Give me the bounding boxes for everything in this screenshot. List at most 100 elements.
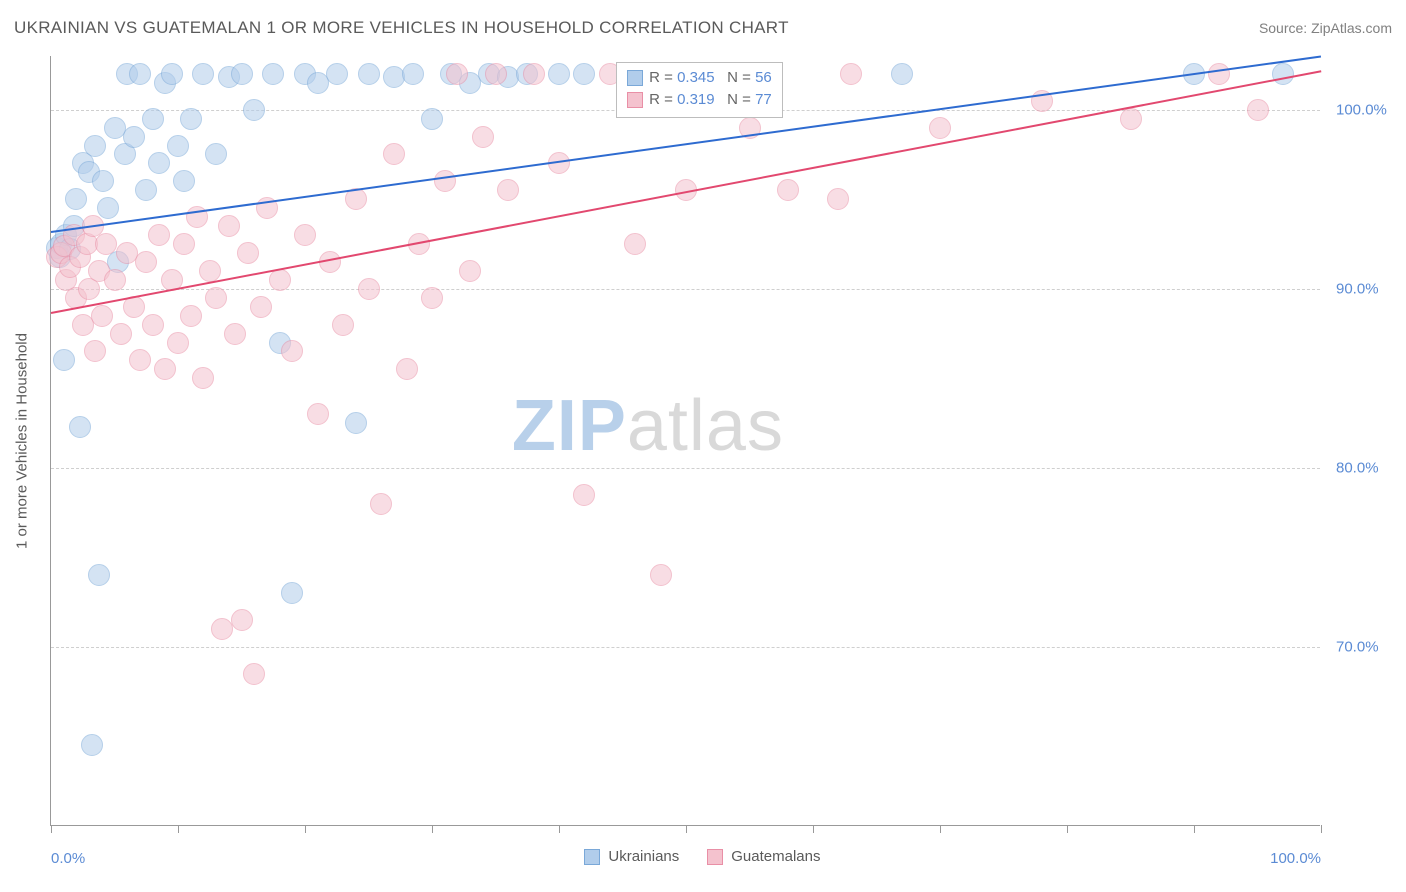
scatter-point <box>281 340 303 362</box>
scatter-point <box>402 63 424 85</box>
scatter-point <box>459 260 481 282</box>
x-tick <box>813 825 814 833</box>
scatter-point <box>81 734 103 756</box>
scatter-point <box>91 305 113 327</box>
scatter-point <box>135 251 157 273</box>
scatter-point <box>95 233 117 255</box>
chart-title: UKRAINIAN VS GUATEMALAN 1 OR MORE VEHICL… <box>14 18 789 38</box>
scatter-point <box>167 135 189 157</box>
watermark-atlas: atlas <box>627 386 784 466</box>
scatter-point <box>243 663 265 685</box>
scatter-point <box>154 358 176 380</box>
x-tick <box>686 825 687 833</box>
x-tick-label: 100.0% <box>1270 850 1321 867</box>
watermark: ZIPatlas <box>512 385 784 467</box>
scatter-point <box>123 126 145 148</box>
x-tick <box>51 825 52 833</box>
scatter-point <box>69 416 91 438</box>
scatter-point <box>281 582 303 604</box>
scatter-point <box>929 117 951 139</box>
x-tick <box>305 825 306 833</box>
scatter-point <box>446 63 468 85</box>
scatter-point <box>129 63 151 85</box>
scatter-point <box>237 242 259 264</box>
scatter-point <box>523 63 545 85</box>
scatter-point <box>192 63 214 85</box>
scatter-point <box>250 296 272 318</box>
title-bar: UKRAINIAN VS GUATEMALAN 1 OR MORE VEHICL… <box>14 18 1392 38</box>
scatter-point <box>135 179 157 201</box>
x-tick <box>1067 825 1068 833</box>
scatter-point <box>370 493 392 515</box>
scatter-point <box>573 484 595 506</box>
y-tick-label: 70.0% <box>1336 638 1379 655</box>
scatter-point <box>383 143 405 165</box>
scatter-point <box>485 63 507 85</box>
gridline <box>51 289 1320 290</box>
scatter-point <box>53 349 75 371</box>
legend-swatch <box>584 849 600 865</box>
scatter-point <box>243 99 265 121</box>
scatter-point <box>173 233 195 255</box>
series-legend-label: Guatemalans <box>731 848 820 865</box>
scatter-point <box>104 269 126 291</box>
scatter-point <box>497 179 519 201</box>
x-tick <box>432 825 433 833</box>
scatter-point <box>231 63 253 85</box>
scatter-point <box>173 170 195 192</box>
scatter-point <box>161 63 183 85</box>
scatter-point <box>624 233 646 255</box>
scatter-point <box>167 332 189 354</box>
scatter-point <box>262 63 284 85</box>
series-legend-item: Guatemalans <box>707 848 820 865</box>
scatter-point <box>421 287 443 309</box>
y-axis-title: 1 or more Vehicles in Household <box>14 333 31 549</box>
scatter-point <box>110 323 132 345</box>
series-legend: Ukrainians Guatemalans <box>584 848 820 865</box>
scatter-point <box>421 108 443 130</box>
y-tick-label: 80.0% <box>1336 459 1379 476</box>
scatter-point <box>1247 99 1269 121</box>
correlation-legend: R = 0.345 N = 56R = 0.319 N = 77 <box>616 62 783 118</box>
scatter-point <box>88 564 110 586</box>
scatter-point <box>148 152 170 174</box>
scatter-point <box>180 108 202 130</box>
scatter-point <box>84 135 106 157</box>
scatter-point <box>180 305 202 327</box>
scatter-point <box>269 269 291 291</box>
scatter-point <box>332 314 354 336</box>
legend-swatch <box>627 70 643 86</box>
scatter-chart: ZIPatlas 70.0%80.0%90.0%100.0%0.0%100.0%… <box>50 56 1320 826</box>
gridline <box>51 468 1320 469</box>
scatter-point <box>142 314 164 336</box>
scatter-point <box>65 188 87 210</box>
y-tick-label: 100.0% <box>1336 101 1387 118</box>
scatter-point <box>650 564 672 586</box>
scatter-point <box>472 126 494 148</box>
x-tick <box>1194 825 1195 833</box>
series-legend-label: Ukrainians <box>608 848 679 865</box>
scatter-point <box>1208 63 1230 85</box>
gridline <box>51 647 1320 648</box>
source-label: Source: ZipAtlas.com <box>1259 20 1392 36</box>
scatter-point <box>205 287 227 309</box>
scatter-point <box>307 403 329 425</box>
scatter-point <box>148 224 170 246</box>
y-tick-label: 90.0% <box>1336 280 1379 297</box>
scatter-point <box>573 63 595 85</box>
x-tick <box>940 825 941 833</box>
scatter-point <box>92 170 114 192</box>
scatter-point <box>129 349 151 371</box>
scatter-point <box>548 63 570 85</box>
scatter-point <box>358 63 380 85</box>
scatter-point <box>1272 63 1294 85</box>
legend-row: R = 0.345 N = 56 <box>627 67 772 89</box>
scatter-point <box>224 323 246 345</box>
scatter-point <box>326 63 348 85</box>
x-tick-label: 0.0% <box>51 850 85 867</box>
scatter-point <box>231 609 253 631</box>
legend-swatch <box>707 849 723 865</box>
scatter-point <box>294 224 316 246</box>
scatter-point <box>192 367 214 389</box>
scatter-point <box>434 170 456 192</box>
